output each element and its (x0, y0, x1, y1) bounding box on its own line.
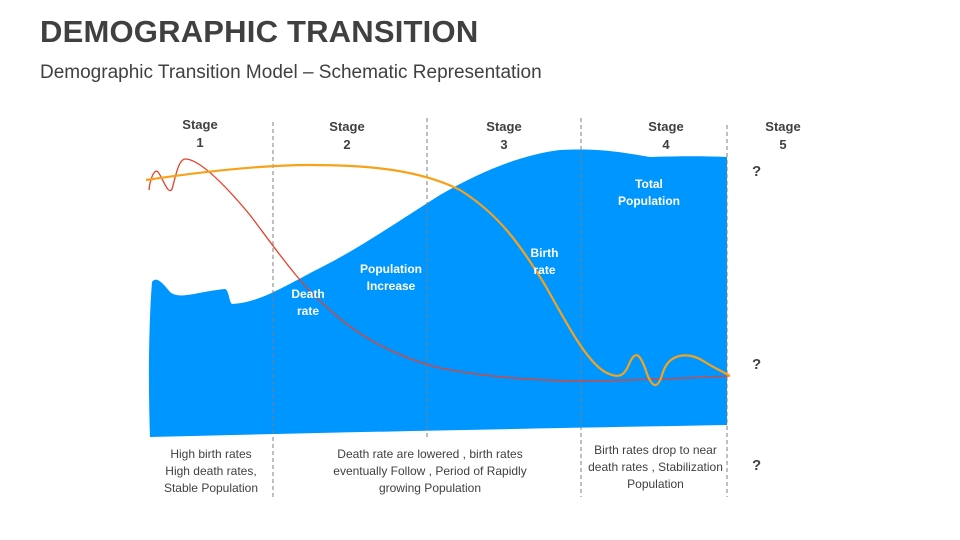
death-rate-line (148, 158, 731, 382)
death-rate-label: Death rate (291, 287, 325, 318)
stage-2-3-description: Death rate are lowered , birth rates eve… (333, 447, 527, 495)
stage-number: 1 (196, 135, 204, 150)
stage-1-header: Stage 1 (160, 116, 240, 152)
slide-title: DEMOGRAPHIC TRANSITION (40, 14, 479, 49)
stage5-birth-unknown: ? (752, 163, 762, 180)
stage-dividers (272, 118, 728, 497)
stage-label: Stage (486, 119, 522, 134)
total-population-area (148, 149, 728, 437)
population-increase-label: Population Increase (360, 262, 422, 293)
stage-1-description: High birth rates High death rates, Stabl… (163, 447, 259, 495)
stage-3-header: Stage 3 (464, 118, 544, 154)
stage-number: 2 (343, 137, 351, 152)
stage-4-header: Stage 4 (626, 118, 706, 154)
stage-number: 3 (500, 137, 508, 152)
stage5-rate-unknown: ? (752, 356, 762, 373)
stage-number: 5 (779, 137, 787, 152)
total-population-label: Total Population (618, 177, 680, 208)
slide-subtitle: Demographic Transition Model – Schematic… (40, 62, 542, 83)
birth-rate-label: Birth rate (530, 246, 559, 277)
stage-number: 4 (662, 137, 670, 152)
birth-rate-line (145, 163, 731, 387)
stage-4-description: Birth rates drop to near death rates , S… (588, 443, 723, 491)
stage-label: Stage (329, 119, 365, 134)
stage5-description-unknown: ? (752, 457, 762, 474)
stage-label: Stage (648, 119, 684, 134)
stage-5-header: Stage 5 (743, 118, 823, 154)
stage-label: Stage (765, 119, 801, 134)
stage-label: Stage (182, 117, 218, 132)
stage-2-header: Stage 2 (307, 118, 387, 154)
